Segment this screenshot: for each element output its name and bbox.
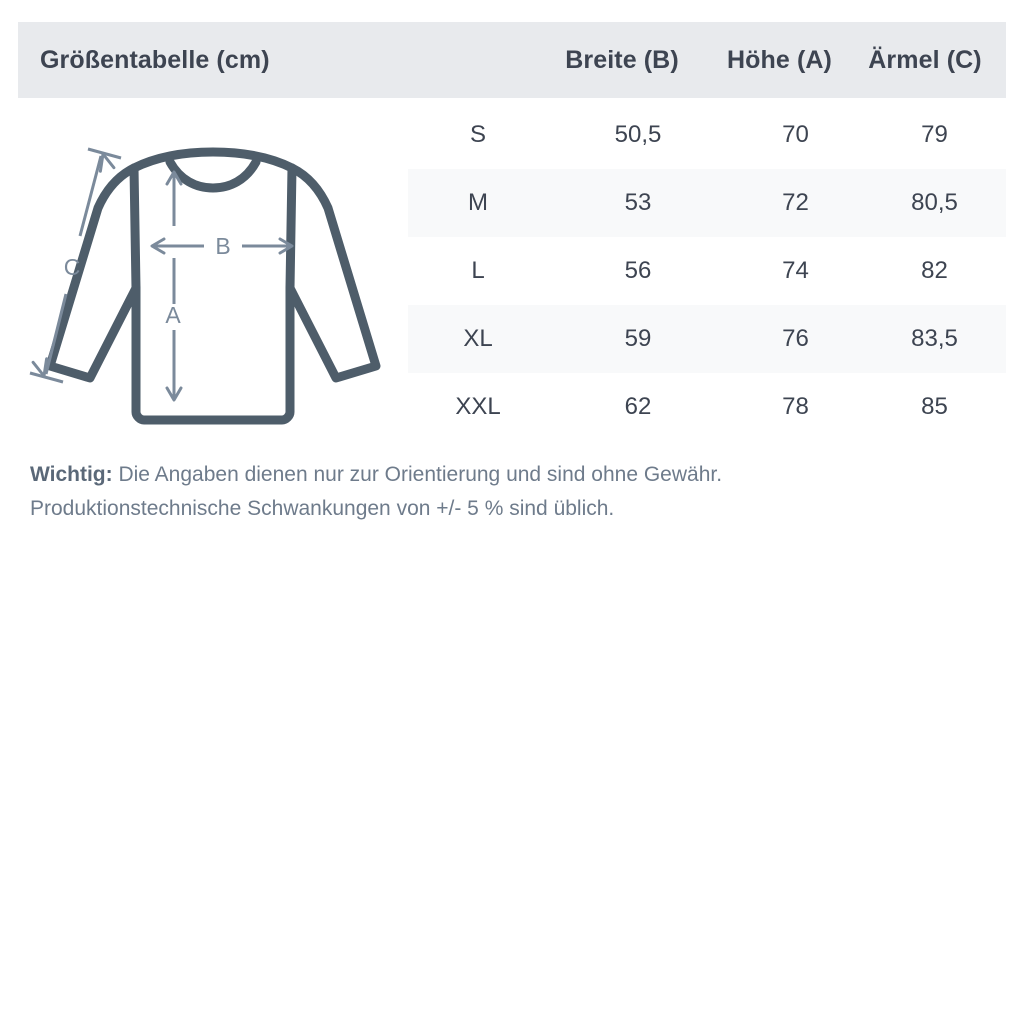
cell-aermel: 83,5	[911, 325, 958, 352]
table-row: XL 59 76 83,5	[408, 305, 1006, 373]
cell-hoehe: 70	[782, 121, 809, 148]
page-title: Größentabelle (cm)	[40, 45, 270, 74]
cell-size: XL	[463, 325, 493, 352]
cell-size: M	[468, 189, 488, 216]
cell-breite: 50,5	[614, 121, 662, 148]
size-chart-table: S 50,5 70 79 M 53 72 80,5 L 56 74 82 XL …	[408, 101, 1006, 441]
cell-aermel: 80,5	[911, 189, 958, 216]
measure-label-height-top: A	[165, 302, 181, 328]
cell-hoehe: 76	[782, 325, 809, 352]
measure-label-sleeve: C	[64, 254, 81, 280]
cell-size: L	[471, 257, 485, 284]
column-header-hoehe: Höhe (A)	[727, 45, 832, 74]
cell-aermel: 79	[921, 121, 948, 148]
cell-aermel: 82	[921, 257, 948, 284]
long-sleeve-shirt-measurement-diagram: B A A C A	[18, 130, 408, 430]
garment-outline	[45, 147, 381, 425]
cell-size: S	[469, 121, 486, 148]
table-row: S 50,5 70 79	[408, 101, 1006, 169]
table-row: M 53 72 80,5	[408, 169, 1006, 237]
cell-hoehe: 72	[782, 189, 809, 216]
disclaimer-label: Wichtig:	[30, 463, 113, 486]
cell-breite: 53	[624, 189, 652, 216]
disclaimer-line-1: Die Angaben dienen nur zur Orientierung …	[112, 463, 723, 486]
cell-breite: 59	[624, 325, 652, 352]
cell-breite: 62	[624, 393, 652, 420]
table-row: L 56 74 82	[408, 237, 1006, 305]
table-row: XXL 62 78 85	[408, 373, 1006, 441]
column-header-breite: Breite (B)	[565, 45, 679, 74]
cell-size: XXL	[455, 393, 501, 420]
cell-hoehe: 78	[782, 393, 809, 420]
label-a-backdrop	[164, 304, 184, 330]
measure-label-width: B	[215, 233, 230, 259]
cell-hoehe: 74	[782, 257, 809, 284]
cell-aermel: 85	[921, 393, 948, 420]
disclaimer-line-2: Produktionstechnische Schwankungen von +…	[30, 497, 615, 520]
column-header-aermel: Ärmel (C)	[868, 45, 982, 74]
disclaimer-note: Wichtig: Die Angaben dienen nur zur Orie…	[30, 458, 990, 526]
cell-breite: 56	[624, 257, 652, 284]
size-chart-header: Größentabelle (cm) Breite (B) Höhe (A) Ä…	[18, 22, 1006, 98]
